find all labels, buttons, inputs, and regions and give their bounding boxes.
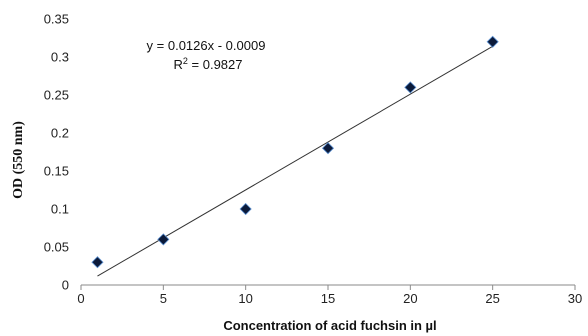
x-tick-label: 15 <box>321 291 335 306</box>
r-squared-superscript: 2 <box>183 56 188 66</box>
y-tick-label: 0.25 <box>44 88 69 103</box>
r-squared-label: R2 = 0.9827 <box>174 56 243 72</box>
x-tick-label: 25 <box>485 291 499 306</box>
x-tick-label: 10 <box>238 291 252 306</box>
x-axis-ticks: 0 5 10 15 20 25 30 <box>77 285 582 306</box>
y-tick-label: 0.05 <box>44 240 69 255</box>
x-tick-label: 20 <box>403 291 417 306</box>
y-tick-label: 0.35 <box>44 12 69 27</box>
data-point <box>486 35 499 48</box>
data-point <box>404 81 417 94</box>
y-tick-label: 0 <box>62 278 69 293</box>
trendline-equation: y = 0.0126x - 0.0009 <box>147 38 266 53</box>
y-tick-label: 0.3 <box>51 50 69 65</box>
trendline <box>97 45 493 277</box>
data-point <box>157 233 170 246</box>
r-squared-prefix: R <box>174 57 183 72</box>
data-points <box>91 35 499 269</box>
x-tick-label: 5 <box>160 291 167 306</box>
data-point <box>239 202 252 216</box>
x-axis-title: Concentration of acid fuchsin in µl <box>223 318 436 333</box>
data-point <box>91 256 104 269</box>
x-tick-label: 0 <box>77 291 84 306</box>
data-point <box>321 142 335 155</box>
y-axis-title: OD (550 nm) <box>11 121 26 199</box>
y-tick-label: 0.2 <box>51 126 69 141</box>
x-tick-label: 30 <box>568 291 582 306</box>
y-tick-label: 0.15 <box>44 164 69 179</box>
y-tick-label: 0.1 <box>51 202 69 217</box>
r-squared-value: = 0.9827 <box>188 57 243 72</box>
y-axis-ticks: 0 0.05 0.1 0.15 0.2 0.25 0.3 0.35 <box>44 12 69 293</box>
